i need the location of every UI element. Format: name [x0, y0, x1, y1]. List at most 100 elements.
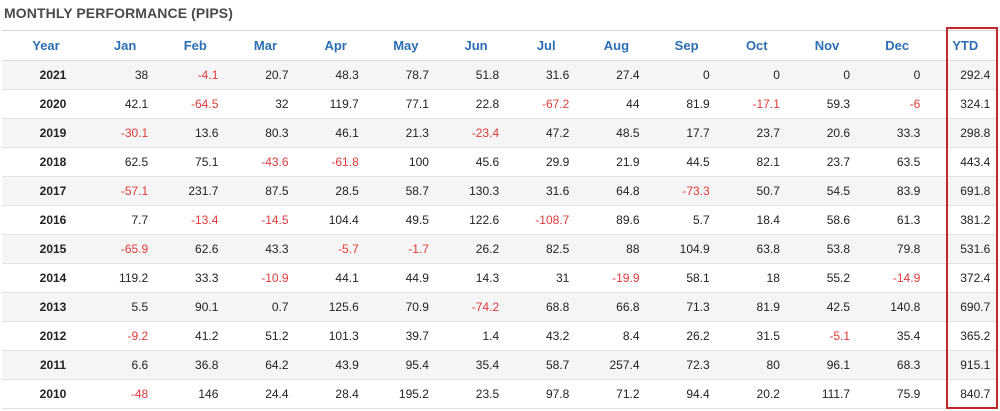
month-value-cell: 49.5	[370, 205, 441, 235]
month-value-cell: 44.5	[651, 147, 722, 177]
month-value-cell: 58.1	[651, 263, 722, 293]
column-header-dec[interactable]: Dec	[862, 31, 933, 61]
table-row: 2012 -9.2 41.2 51.2 101.3 39.7 1.4 43.2 8.4 26.2 3…	[2, 321, 999, 351]
month-value-cell: 20.6	[791, 118, 863, 148]
month-value-cell: 33.3	[160, 263, 231, 293]
month-value-cell: 71.3	[651, 292, 722, 322]
month-value-cell: -48	[90, 379, 161, 409]
month-value-cell: 78.7	[370, 60, 441, 90]
month-value-cell: 0	[862, 60, 933, 90]
month-value-cell: -43.6	[230, 147, 301, 177]
month-value-cell: 104.4	[300, 205, 371, 235]
column-header-apr[interactable]: Apr	[300, 31, 371, 61]
month-value-cell: 26.2	[440, 234, 512, 264]
column-header-feb[interactable]: Feb	[160, 31, 231, 61]
month-value-cell: 80.3	[230, 118, 301, 148]
month-value-cell: 8.4	[581, 321, 652, 351]
month-value-cell: 87.5	[230, 176, 301, 206]
month-value-cell: 20.7	[230, 60, 301, 90]
month-value-cell: 68.8	[511, 292, 582, 322]
month-value-cell: 88	[581, 234, 652, 264]
column-header-mar[interactable]: Mar	[230, 31, 301, 61]
month-value-cell: 70.9	[370, 292, 441, 322]
month-value-cell: 44.9	[370, 263, 441, 293]
year-cell: 2010	[2, 379, 90, 409]
month-value-cell: 48.3	[300, 60, 371, 90]
month-value-cell: 33.3	[862, 118, 933, 148]
month-value-cell: 6.6	[90, 350, 161, 380]
month-value-cell: 75.1	[160, 147, 231, 177]
month-value-cell: 28.5	[300, 176, 371, 206]
column-header-sep[interactable]: Sep	[651, 31, 722, 61]
month-value-cell: 58.7	[370, 176, 441, 206]
month-value-cell: 101.3	[300, 321, 371, 351]
column-header-jun[interactable]: Jun	[440, 31, 512, 61]
ytd-cell: 840.7	[932, 379, 999, 409]
table-row: 2017 -57.1 231.7 87.5 28.5 58.7 130.3 31.6 64.8-…	[2, 176, 999, 206]
column-header-ytd[interactable]: YTD	[932, 31, 999, 61]
table-row: 2018 62.5 75.1 -43.6 -61.8 100 45.6 29.9 21.9 44.…	[2, 147, 999, 177]
month-value-cell: 51.8	[440, 60, 512, 90]
month-value-cell: 21.9	[581, 147, 652, 177]
month-value-cell: 257.4	[581, 350, 652, 380]
month-value-cell: 79.8	[862, 234, 933, 264]
month-value-cell: 31.6	[511, 60, 582, 90]
month-value-cell: -10.9	[230, 263, 301, 293]
month-value-cell: 0	[721, 60, 792, 90]
ytd-cell: 531.6	[932, 234, 999, 264]
month-value-cell: 111.7	[791, 379, 863, 409]
month-value-cell: 20.2	[721, 379, 792, 409]
ytd-cell: 691.8	[932, 176, 999, 206]
month-value-cell: 72.3	[651, 350, 722, 380]
column-header-nov[interactable]: Nov	[791, 31, 863, 61]
month-value-cell: 75.9	[862, 379, 933, 409]
month-value-cell: 58.7	[511, 350, 582, 380]
month-value-cell: 71.2	[581, 379, 652, 409]
year-cell: 2019	[2, 118, 90, 148]
month-value-cell: 29.9	[511, 147, 582, 177]
table-row: 2016 7.7 -13.4 -14.5 104.4 49.5 122.6 -108.7 89.…	[2, 205, 999, 235]
month-value-cell: 90.1	[160, 292, 231, 322]
year-cell: 2011	[2, 350, 90, 380]
table-row: 2021 38 -4.1 20.7 48.3 78.7 51.8 31.6 27.4 0 0 0 0 29…	[2, 60, 999, 90]
month-value-cell: 63.5	[862, 147, 933, 177]
monthly-performance-table: Year Jan Feb Mar Apr May Jun Jul Aug Sep Oct Nov Dec…	[2, 31, 999, 409]
month-value-cell: 26.2	[651, 321, 722, 351]
month-value-cell: 58.6	[791, 205, 863, 235]
month-value-cell: -17.1	[721, 89, 792, 119]
month-value-cell: 77.1	[370, 89, 441, 119]
month-value-cell: 100	[370, 147, 441, 177]
month-value-cell: 140.8	[862, 292, 933, 322]
ytd-cell: 443.4	[932, 147, 999, 177]
month-value-cell: 22.8	[440, 89, 512, 119]
column-header-year[interactable]: Year	[2, 31, 90, 61]
ytd-cell: 292.4	[932, 60, 999, 90]
month-value-cell: 55.2	[791, 263, 863, 293]
month-value-cell: 81.9	[651, 89, 722, 119]
month-value-cell: 21.3	[370, 118, 441, 148]
column-header-oct[interactable]: Oct	[721, 31, 792, 61]
table-row: 2013 5.5 90.1 0.7 125.6 70.9 -74.2 68.8 66.8 71.3…	[2, 292, 999, 322]
ytd-cell: 324.1	[932, 89, 999, 119]
column-header-jul[interactable]: Jul	[511, 31, 582, 61]
month-value-cell: 31	[511, 263, 582, 293]
month-value-cell: 122.6	[440, 205, 512, 235]
month-value-cell: 146	[160, 379, 231, 409]
month-value-cell: 23.7	[791, 147, 863, 177]
month-value-cell: 7.7	[90, 205, 161, 235]
column-header-may[interactable]: May	[370, 31, 441, 61]
column-header-jan[interactable]: Jan	[90, 31, 161, 61]
month-value-cell: 95.4	[370, 350, 441, 380]
month-value-cell: -9.2	[90, 321, 161, 351]
month-value-cell: 59.3	[791, 89, 863, 119]
month-value-cell: 80	[721, 350, 792, 380]
year-cell: 2020	[2, 89, 90, 119]
year-cell: 2018	[2, 147, 90, 177]
month-value-cell: -4.1	[160, 60, 231, 90]
table-row: 2011 6.6 36.8 64.2 43.9 95.4 35.4 58.7 257.4 72.3…	[2, 350, 999, 380]
column-header-aug[interactable]: Aug	[581, 31, 652, 61]
month-value-cell: -57.1	[90, 176, 161, 206]
month-value-cell: 66.8	[581, 292, 652, 322]
month-value-cell: 28.4	[300, 379, 371, 409]
month-value-cell: -6	[862, 89, 933, 119]
